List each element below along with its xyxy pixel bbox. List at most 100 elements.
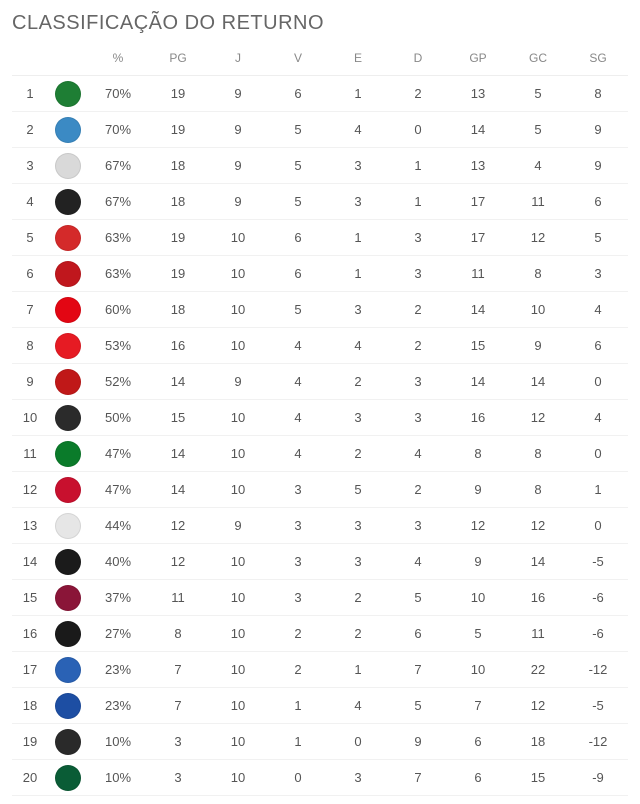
cell-pos: 8 bbox=[12, 328, 48, 364]
table-row: 270%1995401459 bbox=[12, 112, 628, 148]
cell-sg: 4 bbox=[568, 292, 628, 328]
cell-pg: 11 bbox=[148, 580, 208, 616]
cell-pct: 52% bbox=[88, 364, 148, 400]
cell-sg: 9 bbox=[568, 112, 628, 148]
cell-e: 3 bbox=[328, 508, 388, 544]
cell-gc: 22 bbox=[508, 652, 568, 688]
cell-gp: 10 bbox=[448, 652, 508, 688]
cell-sg: 8 bbox=[568, 76, 628, 112]
cell-v: 2 bbox=[268, 652, 328, 688]
team-badge-icon bbox=[55, 405, 81, 431]
cell-d: 2 bbox=[388, 472, 448, 508]
cell-pg: 15 bbox=[148, 400, 208, 436]
cell-e: 2 bbox=[328, 364, 388, 400]
cell-badge bbox=[48, 292, 88, 328]
cell-badge bbox=[48, 616, 88, 652]
team-badge-icon bbox=[55, 261, 81, 287]
cell-d: 2 bbox=[388, 328, 448, 364]
cell-pos: 7 bbox=[12, 292, 48, 328]
cell-gc: 5 bbox=[508, 76, 568, 112]
cell-pg: 8 bbox=[148, 616, 208, 652]
cell-sg: 0 bbox=[568, 508, 628, 544]
cell-e: 2 bbox=[328, 580, 388, 616]
cell-badge bbox=[48, 508, 88, 544]
table-row: 367%1895311349 bbox=[12, 148, 628, 184]
cell-badge bbox=[48, 652, 88, 688]
cell-j: 10 bbox=[208, 724, 268, 760]
cell-j: 10 bbox=[208, 688, 268, 724]
cell-j: 10 bbox=[208, 436, 268, 472]
cell-v: 3 bbox=[268, 472, 328, 508]
team-badge-icon bbox=[55, 225, 81, 251]
cell-e: 4 bbox=[328, 112, 388, 148]
cell-v: 4 bbox=[268, 364, 328, 400]
cell-badge bbox=[48, 724, 88, 760]
cell-sg: 6 bbox=[568, 328, 628, 364]
cell-pos: 2 bbox=[12, 112, 48, 148]
cell-v: 5 bbox=[268, 112, 328, 148]
table-row: 563%191061317125 bbox=[12, 220, 628, 256]
cell-badge bbox=[48, 688, 88, 724]
cell-pos: 12 bbox=[12, 472, 48, 508]
col-badge bbox=[48, 45, 88, 76]
cell-v: 0 bbox=[268, 760, 328, 796]
cell-sg: -6 bbox=[568, 580, 628, 616]
team-badge-icon bbox=[55, 297, 81, 323]
cell-pg: 14 bbox=[148, 436, 208, 472]
cell-pg: 19 bbox=[148, 76, 208, 112]
cell-sg: -6 bbox=[568, 616, 628, 652]
cell-gc: 12 bbox=[508, 220, 568, 256]
cell-j: 10 bbox=[208, 256, 268, 292]
cell-gc: 12 bbox=[508, 508, 568, 544]
cell-badge bbox=[48, 184, 88, 220]
cell-e: 1 bbox=[328, 220, 388, 256]
cell-v: 6 bbox=[268, 256, 328, 292]
cell-sg: -12 bbox=[568, 652, 628, 688]
cell-d: 5 bbox=[388, 580, 448, 616]
cell-gp: 17 bbox=[448, 220, 508, 256]
cell-e: 1 bbox=[328, 76, 388, 112]
cell-e: 4 bbox=[328, 688, 388, 724]
cell-e: 2 bbox=[328, 436, 388, 472]
cell-v: 3 bbox=[268, 580, 328, 616]
cell-d: 9 bbox=[388, 724, 448, 760]
team-badge-icon bbox=[55, 621, 81, 647]
col-gc: GC bbox=[508, 45, 568, 76]
cell-pos: 14 bbox=[12, 544, 48, 580]
cell-pos: 3 bbox=[12, 148, 48, 184]
cell-e: 3 bbox=[328, 760, 388, 796]
cell-gp: 8 bbox=[448, 436, 508, 472]
team-badge-icon bbox=[55, 117, 81, 143]
cell-gc: 12 bbox=[508, 688, 568, 724]
table-row: 1344%12933312120 bbox=[12, 508, 628, 544]
cell-j: 9 bbox=[208, 112, 268, 148]
table-row: 1247%1410352981 bbox=[12, 472, 628, 508]
col-j: J bbox=[208, 45, 268, 76]
cell-gc: 14 bbox=[508, 544, 568, 580]
cell-pg: 18 bbox=[148, 148, 208, 184]
cell-sg: 9 bbox=[568, 148, 628, 184]
team-badge-icon bbox=[55, 729, 81, 755]
cell-j: 9 bbox=[208, 148, 268, 184]
cell-pos: 9 bbox=[12, 364, 48, 400]
team-badge-icon bbox=[55, 693, 81, 719]
cell-d: 4 bbox=[388, 544, 448, 580]
cell-gp: 11 bbox=[448, 256, 508, 292]
cell-pct: 27% bbox=[88, 616, 148, 652]
table-row: 952%14942314140 bbox=[12, 364, 628, 400]
cell-pct: 63% bbox=[88, 220, 148, 256]
cell-pos: 5 bbox=[12, 220, 48, 256]
cell-d: 1 bbox=[388, 148, 448, 184]
cell-pct: 44% bbox=[88, 508, 148, 544]
cell-pg: 3 bbox=[148, 760, 208, 796]
team-badge-icon bbox=[55, 477, 81, 503]
cell-d: 3 bbox=[388, 364, 448, 400]
table-row: 1537%11103251016-6 bbox=[12, 580, 628, 616]
cell-v: 5 bbox=[268, 184, 328, 220]
cell-gc: 15 bbox=[508, 760, 568, 796]
cell-gp: 16 bbox=[448, 400, 508, 436]
cell-d: 7 bbox=[388, 652, 448, 688]
cell-e: 5 bbox=[328, 472, 388, 508]
cell-gc: 8 bbox=[508, 472, 568, 508]
cell-pg: 14 bbox=[148, 472, 208, 508]
